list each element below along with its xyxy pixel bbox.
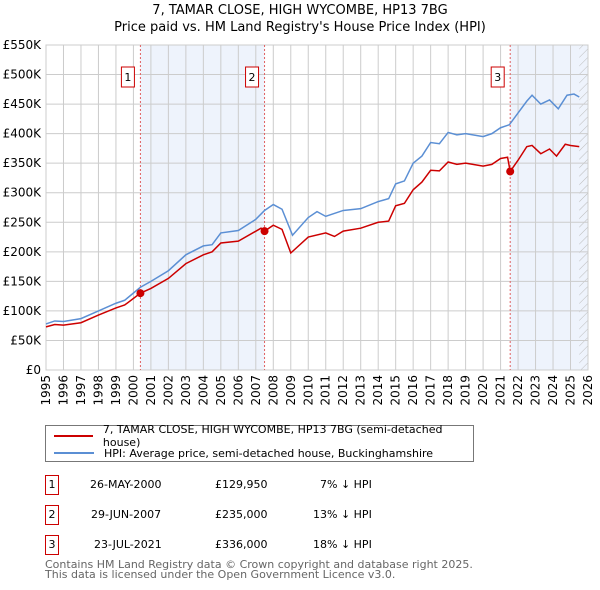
- x-tick-label: 2010: [301, 375, 315, 406]
- y-tick-label: £200K: [3, 245, 43, 259]
- plot-border: [45, 44, 589, 371]
- x-tick-label: 1997: [74, 375, 88, 406]
- shaded-range: [510, 45, 588, 370]
- sale-point: [260, 227, 269, 236]
- sale-price: £129,950: [215, 478, 268, 491]
- y-tick-label: £300K: [3, 186, 43, 200]
- sale-badge: 1: [45, 475, 59, 495]
- sale-hpi: 7% ↓ HPI: [320, 478, 372, 491]
- x-tick-label: 2016: [406, 375, 420, 406]
- y-tick-label: £50K: [10, 333, 42, 347]
- x-tick-label: 2002: [161, 375, 175, 406]
- x-tick-label: 2009: [284, 375, 298, 406]
- sale-point: [506, 167, 515, 176]
- x-tick-label: 2014: [371, 375, 385, 406]
- legend-swatch-blue: [54, 452, 94, 454]
- y-tick-label: £400K: [3, 127, 43, 141]
- sale-date: 23-JUL-2021: [94, 538, 162, 551]
- footer-line-1: Contains HM Land Registry data © Crown c…: [45, 558, 473, 571]
- sale-row: 2 29-JUN-2007 £235,000 13% ↓ HPI: [45, 505, 495, 525]
- footer-line-2: This data is licensed under the Open Gov…: [45, 568, 396, 581]
- sale-price: £336,000: [215, 538, 268, 551]
- x-tick-label: 2013: [354, 375, 368, 406]
- x-tick-label: 2024: [546, 375, 560, 406]
- x-tick-label: 2017: [424, 375, 438, 406]
- legend-swatch-red: [54, 435, 93, 437]
- sale-hpi: 13% ↓ HPI: [313, 508, 372, 521]
- chart-subtitle: Price paid vs. HM Land Registry's House …: [114, 20, 486, 35]
- sale-label: 3: [494, 71, 501, 84]
- x-tick-label: 2008: [266, 375, 280, 406]
- x-tick-label: 1995: [39, 375, 53, 406]
- legend-label-hpi: HPI: Average price, semi-detached house,…: [104, 446, 434, 460]
- x-tick-label: 1998: [91, 375, 105, 406]
- x-tick-label: 2025: [564, 375, 578, 406]
- x-tick-label: 2022: [511, 375, 525, 406]
- sale-label-box: [120, 66, 135, 88]
- y-tick-label: £550K: [3, 38, 43, 52]
- legend: 7, TAMAR CLOSE, HIGH WYCOMBE, HP13 7BG (…: [45, 423, 474, 462]
- shaded-range: [140, 45, 265, 370]
- x-tick-label: 2007: [249, 375, 263, 406]
- footer: Contains HM Land Registry data © Crown c…: [45, 558, 473, 581]
- x-tick-label: 2011: [319, 375, 333, 406]
- sale-badge: 3: [45, 535, 59, 555]
- x-tick-label: 2021: [494, 375, 508, 406]
- x-tick-label: 2004: [196, 375, 210, 406]
- x-tick-label: 2005: [214, 375, 228, 406]
- plot-area: £0 £50K £100K £150K £200K £250K £300K £350K £400…: [3, 38, 595, 406]
- x-tick-label: 2000: [126, 375, 140, 406]
- x-tick-label: 1999: [109, 375, 123, 406]
- x-tick-label: 2012: [336, 375, 350, 406]
- y-tick-label: £100K: [3, 304, 43, 318]
- chart-title: 7, TAMAR CLOSE, HIGH WYCOMBE, HP13 7BG: [152, 3, 448, 18]
- sale-row: 1 26-MAY-2000 £129,950 7% ↓ HPI: [45, 475, 495, 495]
- hpi-line: [45, 93, 580, 325]
- x-tick-label: 2023: [529, 375, 543, 406]
- y-tick-label: £150K: [3, 274, 43, 288]
- x-tick-label: 2026: [581, 375, 595, 406]
- y-tick-label: £500K: [3, 68, 43, 82]
- y-tick-label: £250K: [3, 215, 43, 229]
- x-tick-label: 2015: [389, 375, 403, 406]
- x-tick-label: 2018: [441, 375, 455, 406]
- property-line: [45, 143, 580, 328]
- y-tick-label: £450K: [3, 97, 43, 111]
- forecast-hatch: [579, 45, 588, 370]
- x-tick-label: 2006: [231, 375, 245, 406]
- sale-price: £235,000: [215, 508, 268, 521]
- sale-badge: 2: [45, 505, 59, 525]
- sale-label: 1: [124, 71, 131, 84]
- sale-date: 29-JUN-2007: [91, 508, 162, 521]
- x-tick-label: 2020: [476, 375, 490, 406]
- sale-row: 3 23-JUL-2021 £336,000 18% ↓ HPI: [45, 535, 495, 555]
- x-tick-label: 2003: [179, 375, 193, 406]
- sale-label-box: [490, 66, 505, 88]
- legend-label-property: 7, TAMAR CLOSE, HIGH WYCOMBE, HP13 7BG (…: [102, 423, 443, 449]
- sale-point: [136, 289, 145, 298]
- x-tick-label: 1996: [56, 375, 70, 406]
- sale-hpi: 18% ↓ HPI: [313, 538, 372, 551]
- x-tick-label: 2001: [144, 375, 158, 406]
- sale-date: 26-MAY-2000: [90, 478, 162, 491]
- sale-label: 2: [249, 71, 256, 84]
- x-tick-label: 2019: [459, 375, 473, 406]
- sale-label-box: [245, 66, 260, 88]
- y-tick-label: £350K: [3, 156, 43, 170]
- y-tick-label: £0: [26, 363, 41, 377]
